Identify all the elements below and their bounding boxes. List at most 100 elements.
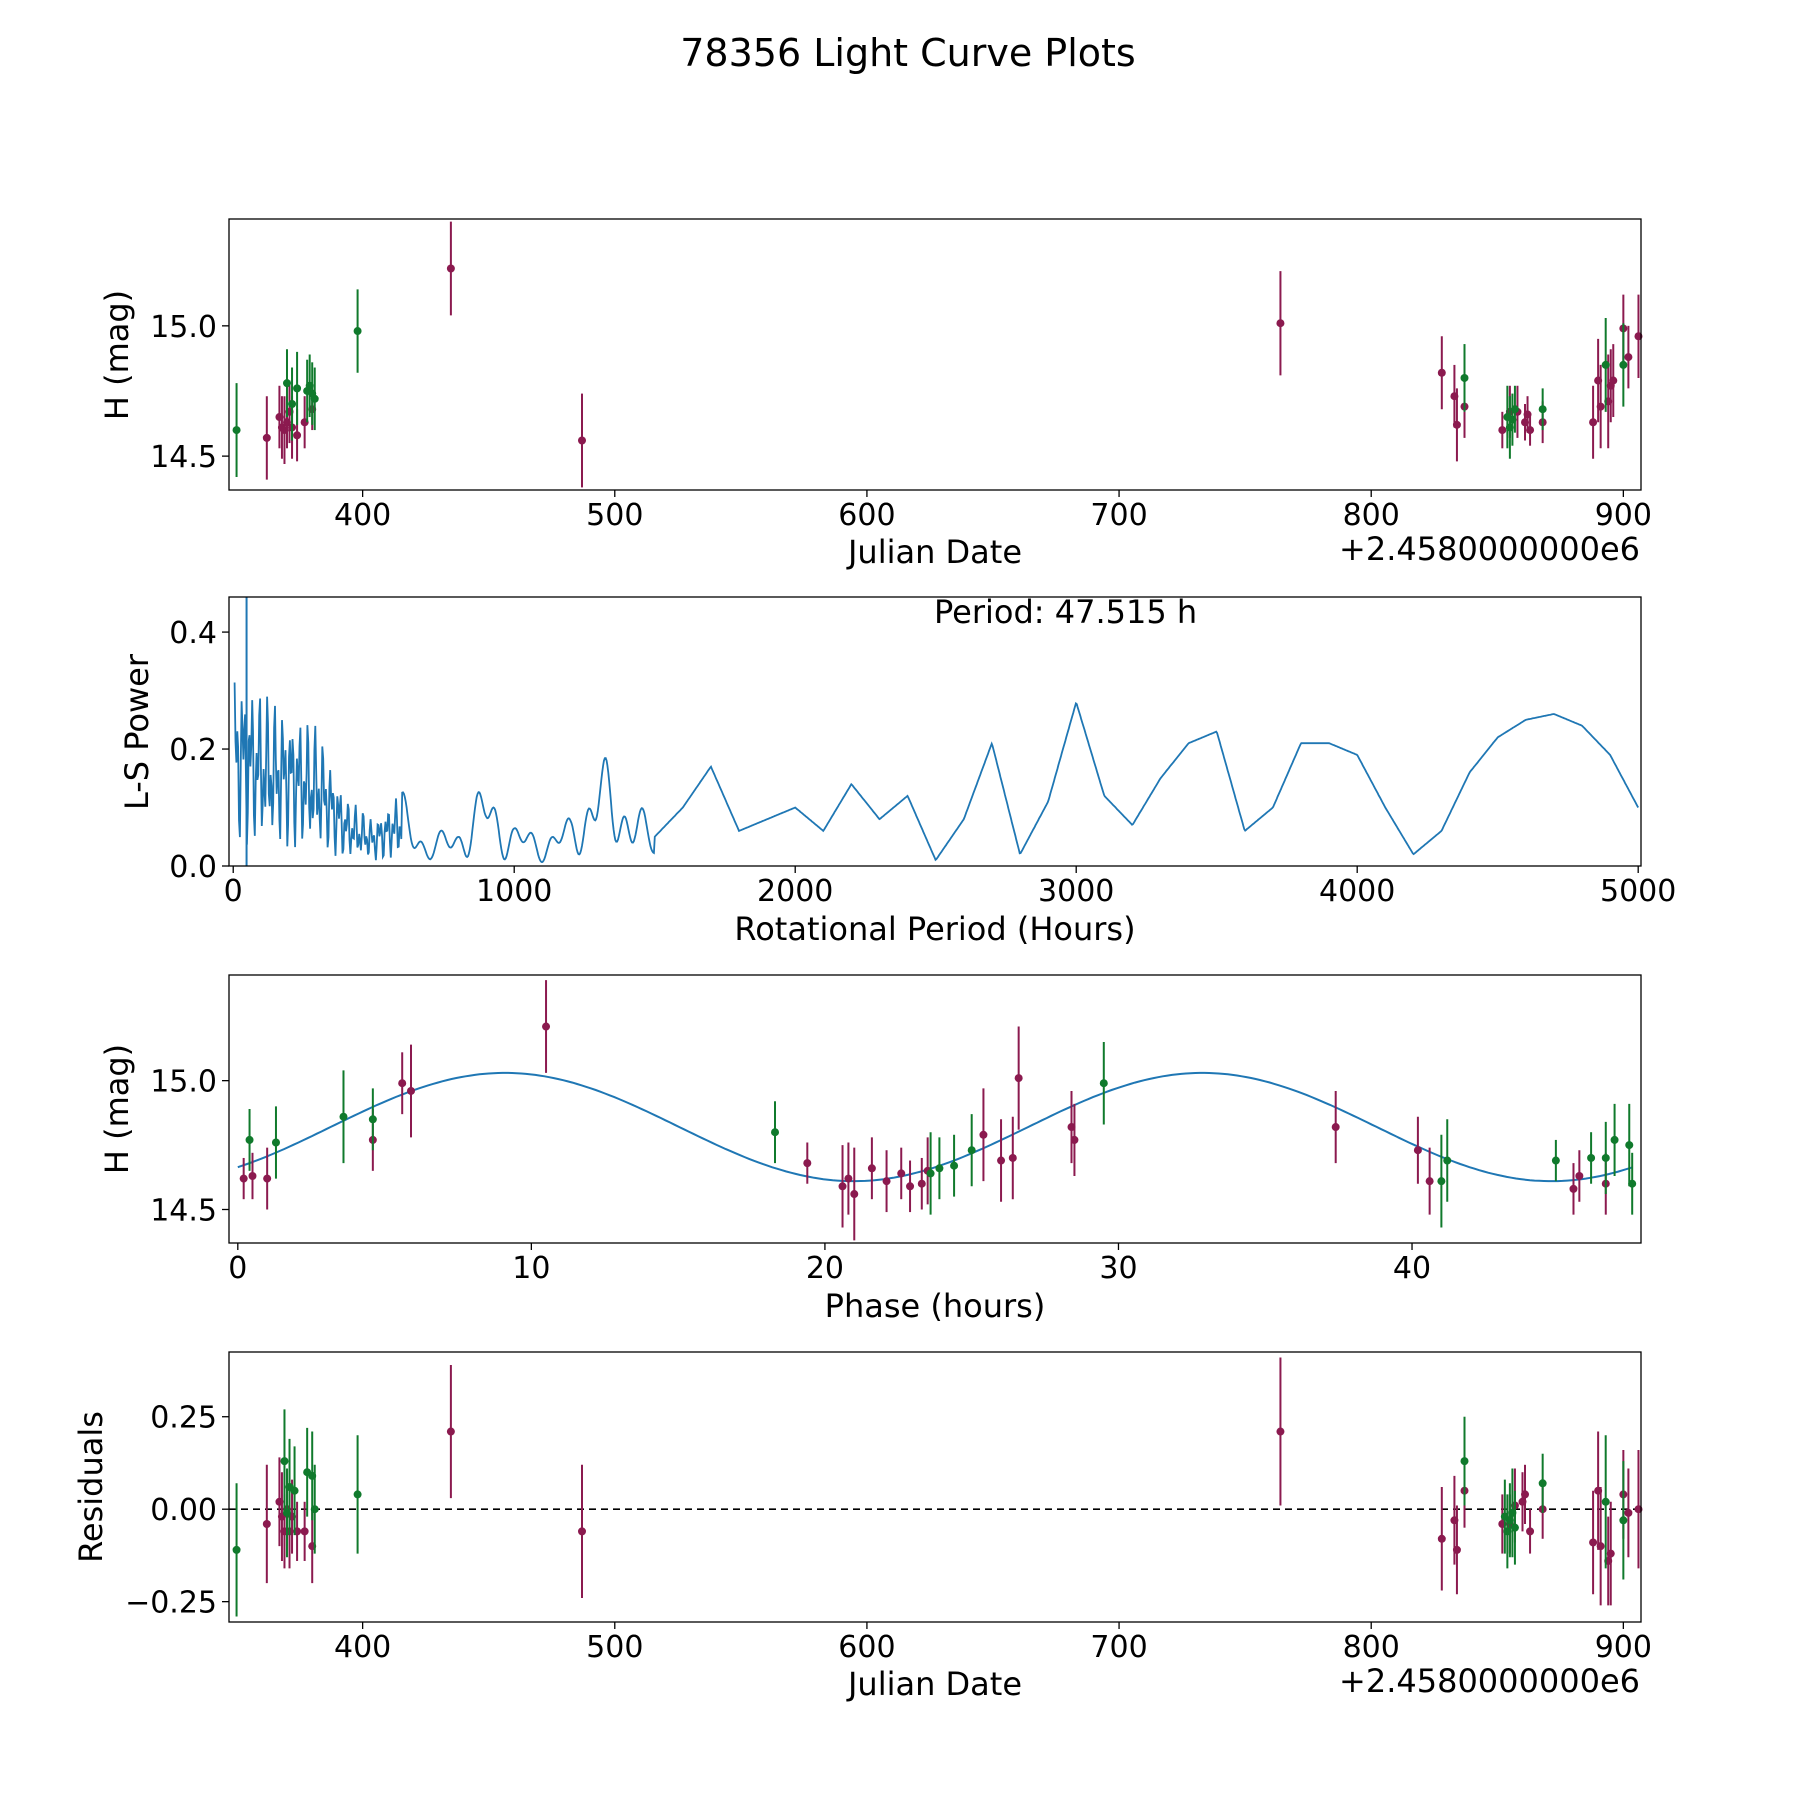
data-point-red-filter [867,1164,876,1173]
data-point-green-filter [1460,373,1469,382]
y-ticks: −0.25 0.00 0.25 [125,1401,229,1621]
data-point-red-filter [1276,319,1285,328]
data-point-red-filter [1437,1534,1446,1543]
periodogram-panel: 0 1000 2000 3000 4000 5000 0.0 0.2 0.4 Period: … [118,593,1676,948]
data-point-red-filter [1526,1527,1535,1536]
x-tick-label: 600 [838,498,895,533]
x-tick-label: 400 [334,1630,391,1665]
y-tick-label: −0.25 [125,1586,217,1621]
plot-area [232,221,1643,488]
data-point-red-filter [1452,420,1461,429]
data-point-green-filter [1628,1179,1637,1188]
data-point-green-filter [1443,1156,1452,1165]
axes-frame [228,974,1642,1244]
data-point-red-filter [906,1182,915,1191]
data-point-red-filter [1526,426,1535,435]
period-annotation: Period: 47.515 h [934,593,1197,631]
data-point-green-filter [950,1161,959,1170]
data-point-red-filter [578,436,586,445]
y-tick-label: 14.5 [150,440,217,475]
data-point-green-filter [1587,1153,1596,1162]
x-tick-label: 3000 [1038,874,1114,909]
x-tick-label: 500 [586,498,643,533]
x-tick-label: 0 [224,874,243,909]
axes-frame [228,596,1642,867]
y-ticks: 14.5 15.0 [150,310,229,475]
x-ticks: 0 1000 2000 3000 4000 5000 [224,866,1676,909]
data-point-green-filter [1099,1079,1108,1088]
y-tick-label: 0.2 [169,733,217,768]
data-point-green-filter [935,1164,944,1173]
data-point-red-filter [1569,1184,1578,1193]
data-point-red-filter [1624,1508,1633,1517]
plot-area [229,1357,1643,1617]
data-point-green-filter [232,1545,241,1554]
data-point-green-filter [290,1486,299,1495]
x-tick-label: 10 [512,1251,550,1286]
model-fit-line [237,1071,1633,1183]
plot-area [237,980,1637,1241]
data-point-red-filter [1070,1135,1079,1144]
x-tick-label: 700 [1090,498,1147,533]
data-point-red-filter [407,1086,416,1095]
data-point-green-filter [1538,1479,1547,1488]
data-point-red-filter [1008,1153,1017,1162]
x-tick-label: 900 [1595,498,1652,533]
data-point-red-filter [446,1427,455,1436]
y-axis-label: H (mag) [98,1044,136,1174]
data-point-green-filter [368,1115,377,1124]
data-point-red-filter [293,431,302,440]
data-point-green-filter [245,1135,254,1144]
light-curve-panel: 400 500 600 700 800 900 14.515.0 Julian Date … [98,218,1652,571]
x-tick-label: 900 [1595,1630,1652,1665]
x-tick-label: 400 [334,498,391,533]
x-tick-label: 0 [228,1251,247,1286]
data-point-red-filter [997,1156,1006,1165]
data-point-red-filter [239,1174,248,1183]
data-point-green-filter [771,1128,780,1137]
data-point-green-filter [967,1146,976,1155]
y-tick-label: 15.0 [150,310,217,345]
data-point-red-filter [1014,1074,1023,1083]
x-tick-label: 700 [1090,1630,1147,1665]
x-tick-label: 4000 [1319,874,1395,909]
y-axis-label: L-S Power [118,653,156,810]
x-axis-label: Rotational Period (Hours) [734,910,1135,948]
data-point-green-filter [1601,360,1610,369]
data-point-green-filter [1601,1497,1610,1506]
data-point-red-filter [398,1079,407,1088]
y-tick-label: 0.4 [169,616,217,651]
data-point-green-filter [280,1457,289,1466]
data-point-green-filter [1510,405,1519,414]
data-point-red-filter [1575,1172,1584,1180]
data-point-red-filter [1609,376,1618,385]
x-tick-label: 500 [586,1630,643,1665]
data-point-red-filter [1624,353,1633,362]
data-point-red-filter [578,1527,586,1536]
x-tick-label: 600 [838,1630,895,1665]
data-point-green-filter [1619,360,1628,369]
x-ticks: 0 10 20 30 40 [228,1243,1431,1286]
power-series-line [233,682,1639,864]
data-point-red-filter [979,1130,988,1139]
data-point-red-filter [1437,368,1446,377]
phased-panel: 0 10 20 30 40 14.5 15.0 Phase (hours) H (mag) [98,974,1642,1325]
axes-frame [228,1351,1642,1623]
x-axis-label: Phase (hours) [825,1287,1046,1325]
y-axis-label: H (mag) [98,290,136,420]
data-point-green-filter [1510,1523,1519,1532]
data-point-red-filter [300,1527,309,1536]
data-point-red-filter [262,1519,271,1528]
data-point-green-filter [293,384,302,393]
data-point-red-filter [248,1172,257,1180]
x-axis-label: Julian Date [846,1665,1022,1703]
data-point-green-filter [1538,405,1547,414]
data-point-red-filter [262,433,271,442]
data-point-red-filter [1425,1177,1434,1186]
data-point-red-filter [1276,1427,1285,1436]
y-ticks: 0.0 0.2 0.4 [169,616,229,885]
plot-area [233,597,1639,866]
x-axis-label: Julian Date [846,533,1022,571]
y-tick-label: 0.0 [169,850,217,885]
data-point-green-filter [1625,1141,1634,1150]
